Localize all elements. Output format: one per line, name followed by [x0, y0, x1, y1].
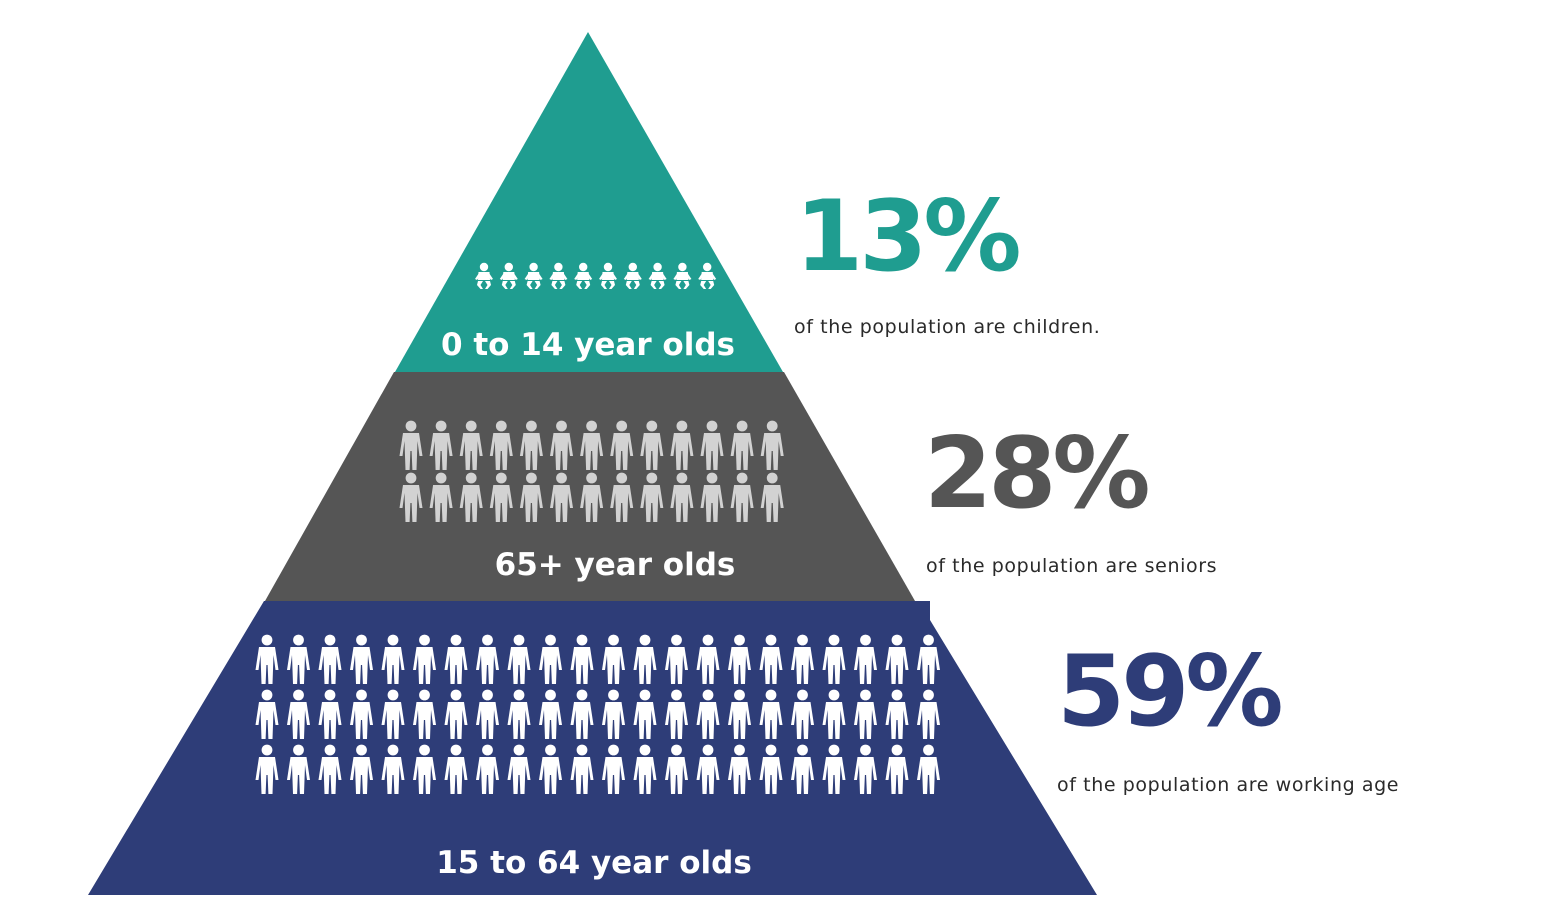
description-children: of the population are children.	[794, 316, 1101, 338]
percent-working: 59%	[1057, 635, 1284, 749]
tier-label-children: 0 to 14 year olds	[441, 327, 735, 363]
description-seniors: of the population are seniors	[926, 555, 1218, 577]
tier-working-shape	[88, 601, 1097, 895]
percent-children: 13%	[795, 180, 1022, 294]
tier-children-shape	[395, 32, 783, 372]
tier-label-working: 15 to 64 year olds	[436, 845, 752, 881]
percent-seniors: 28%	[924, 417, 1151, 531]
tier-label-seniors: 65+ year olds	[495, 547, 736, 583]
description-working: of the population are working age	[1057, 774, 1400, 796]
